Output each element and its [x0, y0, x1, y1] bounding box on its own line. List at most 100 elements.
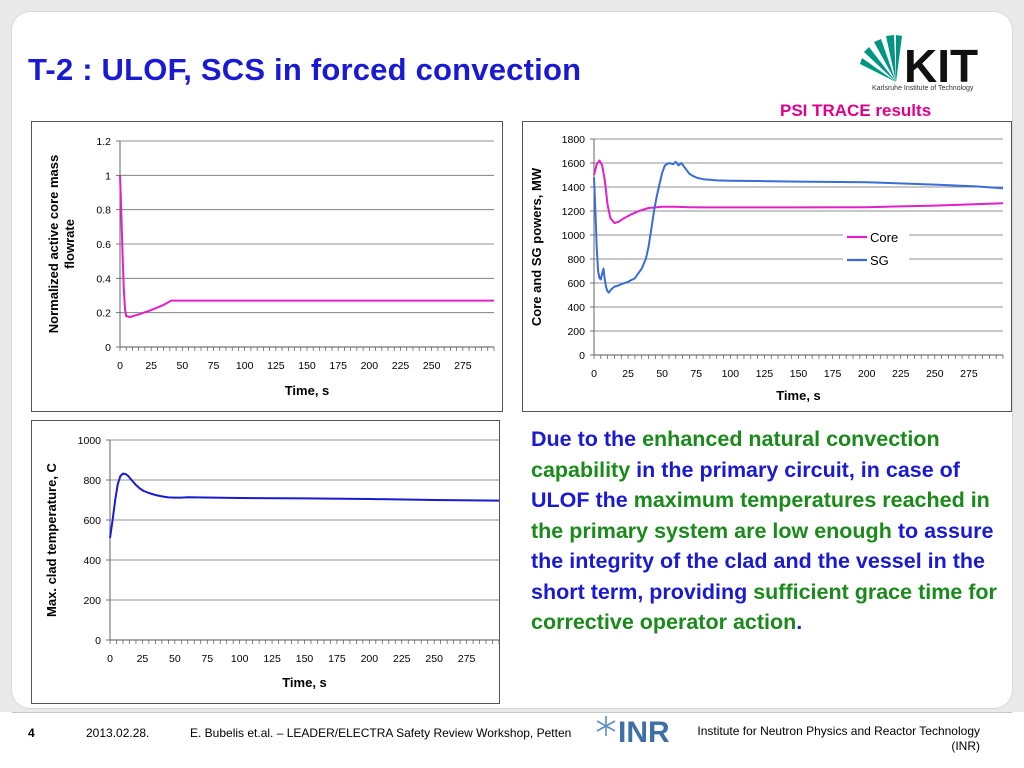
x-tick-label: 75	[208, 360, 220, 372]
footer-event: E. Bubelis et.al. – LEADER/ELECTRA Safet…	[190, 726, 572, 740]
flow-chart: 0 0.2 0.4 0.6 0.8 1 1.2 0 25 50 75 100 125 150 175 200 2…	[31, 121, 503, 412]
x-axis-label: Time, s	[285, 383, 330, 398]
y-tick-label: 800	[83, 475, 101, 487]
x-tick-label: 275	[454, 360, 472, 372]
series-line-core	[593, 159, 1004, 224]
x-tick-label: 275	[960, 368, 978, 380]
x-tick-label: 125	[267, 360, 285, 372]
y-tick-label: 0.4	[96, 273, 111, 285]
x-tick-label: 25	[145, 360, 157, 372]
x-tick-label: 250	[425, 653, 443, 665]
x-tick-label: 225	[393, 653, 411, 665]
y-tick-label: 1000	[78, 435, 102, 447]
y-tick-label: 400	[567, 302, 585, 314]
kit-logo-subtitle: Karlsruhe Institute of Technology	[872, 85, 974, 92]
x-tick-label: 125	[263, 653, 281, 665]
y-tick-label: 0.8	[96, 205, 111, 217]
x-tick-label: 200	[858, 368, 876, 380]
series-line-flow	[119, 175, 494, 318]
results-subtitle: PSI TRACE results	[780, 101, 932, 120]
footer-date: 2013.02.28.	[86, 726, 150, 740]
flow-chart-svg: 0 0.2 0.4 0.6 0.8 1 1.2 0 25 50 75 100 125 150 175 200 2…	[46, 136, 495, 398]
y-tick-label: 0	[105, 342, 111, 354]
x-tick-label: 250	[423, 360, 441, 372]
x-tick-label: 225	[892, 368, 910, 380]
x-axis-label: Time, s	[776, 388, 821, 403]
footer-institute: Institute for Neutron Physics and Reacto…	[697, 724, 980, 753]
x-tick-label: 150	[296, 653, 314, 665]
y-axis-label: Normalized active core massflowrate	[46, 155, 77, 333]
y-tick-label: 1400	[562, 182, 586, 194]
y-tick-label: 1200	[562, 206, 586, 218]
x-tick-label: 75	[690, 368, 702, 380]
x-tick-label: 225	[392, 360, 410, 372]
x-tick-label: 200	[361, 653, 379, 665]
y-tick-label: 0.6	[96, 239, 111, 251]
y-tick-label: 800	[567, 254, 585, 266]
conclusion-segment: Due to the	[531, 427, 643, 451]
x-tick-label: 150	[790, 368, 808, 380]
y-tick-label: 1600	[562, 158, 586, 170]
x-tick-label: 0	[117, 360, 123, 372]
y-axis-label: Core and SG powers, MW	[529, 167, 544, 326]
x-tick-label: 150	[298, 360, 316, 372]
series-line-clad	[109, 472, 499, 539]
y-axis-label: Max. clad temperature, C	[44, 462, 59, 616]
page-number: 4	[28, 726, 35, 740]
power-chart-svg: 0 200 400 600 800 1000 1200 1400 1600 1800 0 25 50 75…	[529, 134, 1004, 403]
y-tick-label: 600	[83, 515, 101, 527]
y-tick-label: 200	[567, 326, 585, 338]
conclusion-segment: enhanced natural convection capability	[531, 427, 940, 482]
x-tick-label: 100	[231, 653, 249, 665]
conclusion-segment: .	[796, 610, 803, 634]
power-chart: 0 200 400 600 800 1000 1200 1400 1600 1800 0 25 50 75…	[522, 121, 1012, 412]
legend-label: SG	[870, 253, 889, 268]
x-tick-label: 0	[591, 368, 597, 380]
inr-logo-text: INR	[618, 716, 670, 744]
y-tick-label: 0	[579, 350, 585, 362]
x-tick-label: 50	[656, 368, 668, 380]
page-title: T-2 : ULOF, SCS in forced convection	[28, 52, 582, 87]
clad-chart-svg: 0 200 400 600 800 1000 0 25 50 75 100 125 150 175 200 2…	[44, 435, 499, 690]
series-line-sg	[593, 160, 1004, 294]
x-tick-label: 75	[201, 653, 213, 665]
x-tick-label: 175	[328, 653, 346, 665]
x-tick-label: 25	[622, 368, 634, 380]
x-axis-label: Time, s	[282, 675, 327, 690]
x-tick-label: 175	[329, 360, 347, 372]
x-tick-label: 50	[169, 653, 181, 665]
x-tick-label: 125	[756, 368, 774, 380]
conclusion-segment: to assure the integrity of the clad and …	[531, 518, 994, 604]
y-tick-label: 1.2	[96, 136, 111, 148]
inr-logo: INR	[596, 714, 670, 749]
clad-chart: 0 200 400 600 800 1000 0 25 50 75 100 125 150 175 200 2…	[31, 420, 500, 704]
y-axis-label-line: Normalized active core mass	[46, 155, 61, 333]
x-tick-label: 100	[722, 368, 740, 380]
y-tick-label: 0.2	[96, 308, 111, 320]
y-tick-label: 600	[567, 278, 585, 290]
kit-logo-fan-icon	[860, 35, 902, 82]
kit-logo-text: KIT	[904, 40, 978, 92]
x-tick-label: 0	[107, 653, 113, 665]
footer-divider	[12, 712, 1012, 713]
footer	[0, 712, 1024, 768]
snowflake-icon	[596, 716, 616, 736]
y-axis-label-line: flowrate	[62, 219, 77, 269]
x-tick-label: 250	[926, 368, 944, 380]
x-tick-label: 175	[824, 368, 842, 380]
y-tick-label: 1	[105, 170, 111, 182]
x-tick-label: 50	[176, 360, 188, 372]
x-tick-label: 25	[137, 653, 149, 665]
y-tick-label: 0	[95, 635, 101, 647]
x-tick-label: 100	[236, 360, 254, 372]
y-tick-label: 1800	[562, 134, 586, 146]
y-tick-label: 200	[83, 595, 101, 607]
legend-label: Core	[870, 230, 898, 245]
conclusion-segment: maximum temperatures reached in the prim…	[531, 488, 990, 543]
conclusion-text: Due to the enhanced natural convection c…	[531, 424, 1001, 638]
y-tick-label: 1000	[562, 230, 586, 242]
conclusion-segment: in the primary circuit, in case of ULOF …	[531, 457, 960, 513]
conclusion-segment: sufficient grace time for corrective ope…	[531, 579, 997, 635]
x-tick-label: 200	[361, 360, 379, 372]
y-tick-label: 400	[83, 555, 101, 567]
